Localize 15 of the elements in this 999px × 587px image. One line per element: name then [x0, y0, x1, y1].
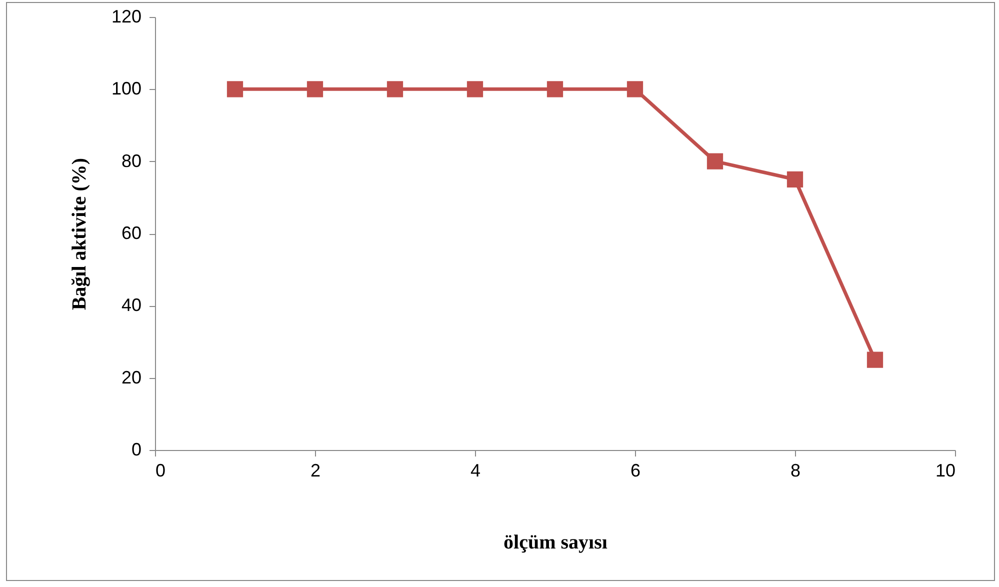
x-tick-label: 6 — [630, 460, 641, 480]
y-tick-label: 20 — [121, 367, 142, 388]
x-axis-title: ölçüm sayısı — [504, 532, 608, 554]
x-tick-label: 0 — [156, 460, 166, 480]
y-tick-label: 100 — [111, 78, 142, 99]
y-tick-label: 120 — [111, 6, 142, 26]
y-tick-label: 0 — [131, 440, 142, 460]
x-tick-label: 8 — [790, 460, 801, 480]
y-tick-label: 60 — [121, 223, 142, 243]
y-tick-label: 80 — [121, 150, 142, 171]
x-tick-label: 4 — [470, 460, 481, 480]
x-tick-label: 10 — [935, 460, 956, 480]
x-tick-label: 2 — [310, 460, 321, 480]
y-axis-title: Bağıl aktivite (%) — [68, 158, 90, 310]
y-tick-label: 40 — [121, 295, 142, 316]
